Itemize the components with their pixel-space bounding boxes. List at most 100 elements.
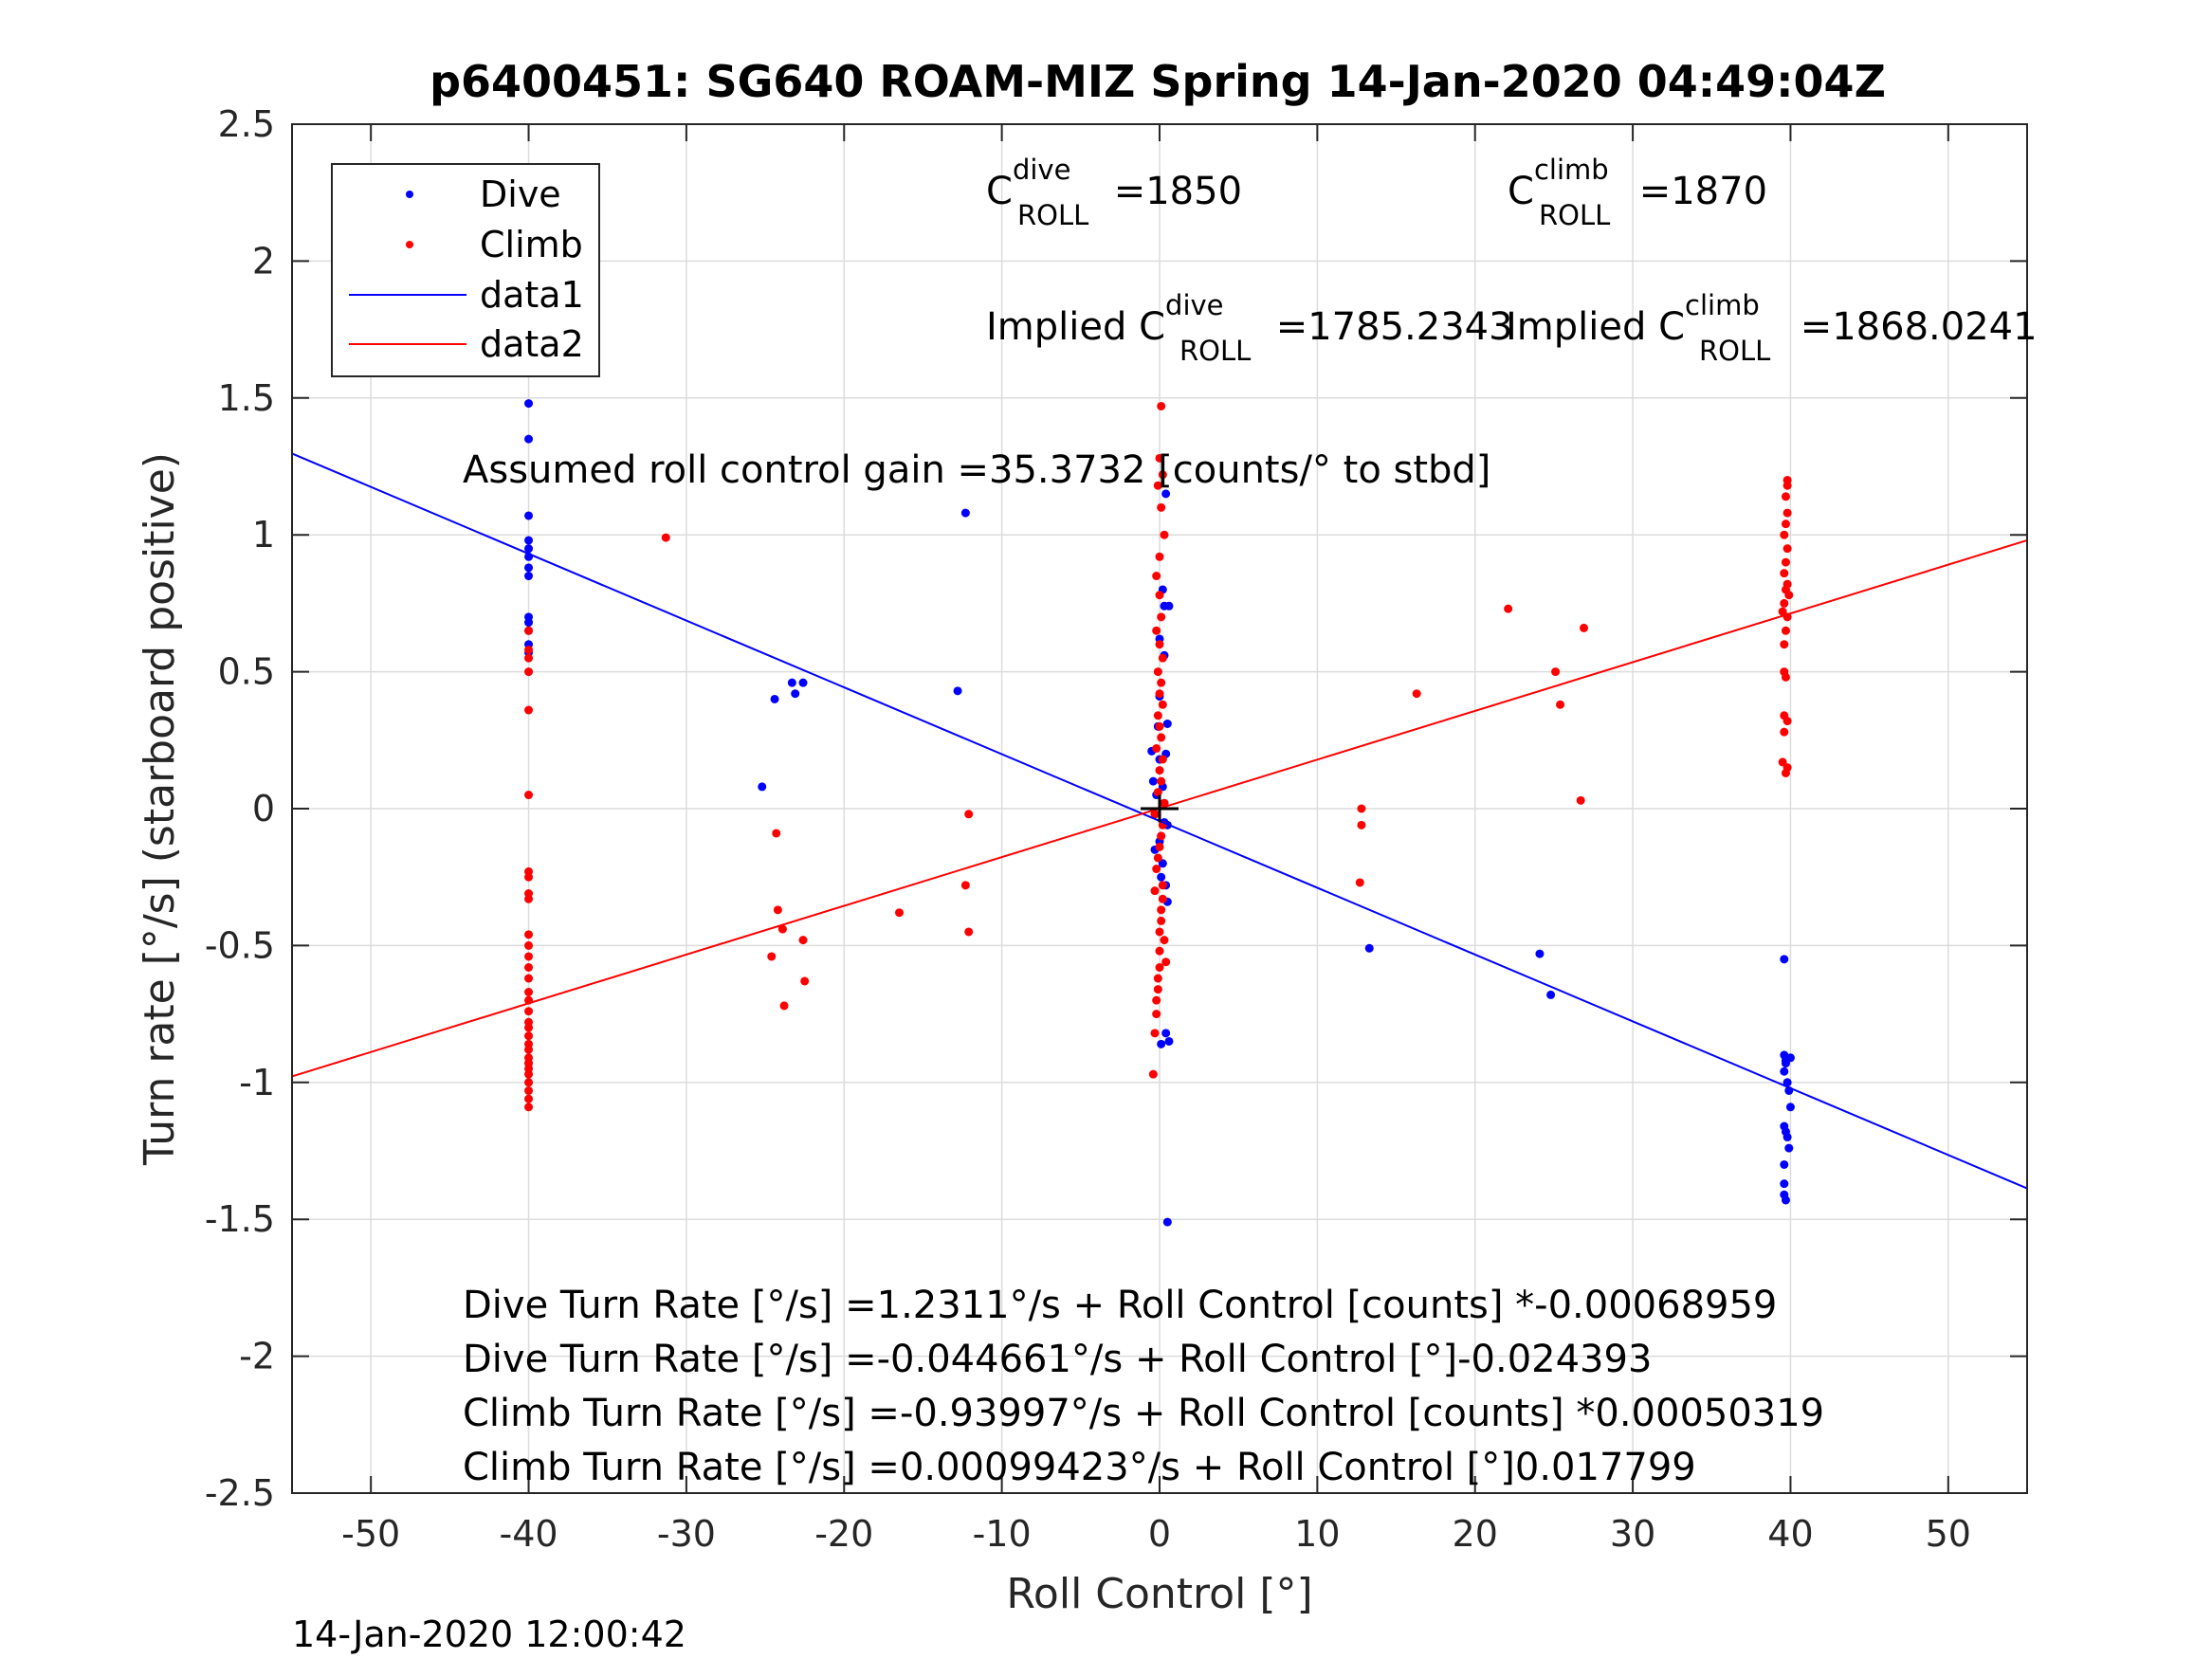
y-tick-label: 0.5 (218, 651, 275, 693)
climb-point (1158, 700, 1167, 709)
y-tick-label: -0.5 (205, 924, 275, 966)
climb-point (524, 1078, 534, 1087)
climb-point (524, 1045, 534, 1054)
x-axis-label: Roll Control [°] (1006, 1570, 1312, 1618)
climb-point (1160, 936, 1169, 945)
c-climb-annotation: Cclimb ROLL =1870 (1508, 154, 1767, 231)
dive-point (1780, 1159, 1789, 1169)
legend-box (331, 163, 600, 377)
climb-point (524, 952, 534, 961)
climb-point (524, 1069, 534, 1079)
legend: Dive Climb data1 data2 (331, 163, 600, 377)
x-tick-label: -10 (973, 1513, 1032, 1555)
climb-point (1152, 626, 1161, 635)
x-tick-label: 40 (1767, 1513, 1813, 1555)
climb-point (1155, 591, 1164, 600)
dive-point (1364, 943, 1374, 953)
x-tick-label: 20 (1453, 1513, 1498, 1555)
gain-annotation: Assumed roll control gain =35.3732 [coun… (463, 448, 1490, 492)
climb-point (1150, 1029, 1160, 1038)
climb-point (1778, 607, 1787, 616)
climb-point (1155, 552, 1164, 561)
climb-point (1158, 653, 1167, 663)
eq-climb-deg: Climb Turn Rate [°/s] =0.00099423°/s + R… (463, 1446, 1696, 1489)
c-dive-annotation: Cdive ROLL =1850 (986, 154, 1242, 231)
climb-point (1580, 623, 1589, 632)
dive-point (1784, 1143, 1794, 1153)
implied-dive-annotation: Implied Cdive ROLL =1785.2343 (986, 289, 1513, 367)
climb-point (1157, 905, 1166, 915)
dive-point (1148, 776, 1158, 786)
climb-point (1781, 626, 1790, 635)
series-layer (291, 399, 2028, 1227)
climb-point (1157, 831, 1166, 841)
climb-point (1158, 755, 1167, 764)
climb-point (524, 974, 534, 983)
climb-point (1576, 795, 1585, 805)
dive-point (1164, 601, 1174, 611)
climb-point (524, 667, 534, 677)
dive-point (524, 536, 534, 545)
climb-point (1157, 401, 1166, 410)
axis-ticks: -50 -40 -30 -20 -10 0 10 20 30 40 50 2.5 2 1.5 1 0.5 0 -0… (205, 103, 2027, 1555)
dive-point (524, 572, 534, 581)
dive-point (1161, 1029, 1171, 1038)
climb-point (524, 653, 534, 663)
series-climb (524, 401, 1794, 1112)
dive-point (1780, 1179, 1789, 1189)
dive-point (1162, 719, 1172, 728)
y-tick-label: 1.5 (218, 377, 275, 419)
legend-data1-label: data1 (480, 274, 584, 316)
climb-point (524, 791, 534, 800)
climb-point (1148, 1069, 1158, 1079)
y-tick-label: 1 (252, 514, 275, 556)
climb-point (772, 829, 781, 838)
climb-point (1155, 766, 1164, 775)
climb-point (1152, 572, 1161, 581)
climb-point (1157, 612, 1166, 622)
legend-dive-label: Dive (480, 173, 561, 215)
x-tick-label: 0 (1148, 1513, 1171, 1555)
climb-point (960, 881, 970, 890)
climb-point (773, 905, 782, 915)
climb-point (524, 1103, 534, 1112)
dive-point (524, 544, 534, 554)
climb-point (1781, 557, 1790, 567)
x-tick-label: -50 (341, 1513, 400, 1555)
climb-point (1155, 689, 1164, 699)
climb-point (800, 976, 810, 986)
climb-point (1158, 894, 1167, 903)
climb-point (524, 1007, 534, 1016)
dive-point (1780, 1066, 1789, 1076)
climb-point (1155, 927, 1164, 937)
climb-point (524, 940, 534, 950)
climb-point (1152, 1010, 1161, 1019)
dive-point (1780, 955, 1789, 964)
climb-point (964, 927, 974, 937)
climb-point (1153, 985, 1162, 994)
climb-point (1357, 804, 1366, 813)
dive-point (524, 434, 534, 444)
climb-point (1160, 530, 1169, 539)
climb-point (1355, 878, 1364, 887)
y-tick-label: -1 (239, 1062, 275, 1103)
climb-point (524, 872, 534, 882)
dive-point (1162, 1217, 1172, 1227)
climb-point (798, 936, 808, 945)
dive-point (953, 686, 962, 696)
eq-climb-counts: Climb Turn Rate [°/s] =-0.93997°/s + Rol… (463, 1392, 1824, 1435)
climb-point (1357, 820, 1366, 830)
dive-point (770, 694, 779, 703)
climb-point (1157, 678, 1166, 687)
dive-point (1164, 1036, 1174, 1046)
x-tick-label: -30 (657, 1513, 716, 1555)
climb-point (1153, 853, 1162, 863)
climb-point (524, 1031, 534, 1041)
climb-point (1153, 974, 1162, 983)
climb-point (767, 952, 777, 961)
dive-point (524, 618, 534, 628)
eq-dive-deg: Dive Turn Rate [°/s] =-0.044661°/s + Rol… (463, 1338, 1652, 1381)
climb-point (1782, 475, 1792, 484)
dive-point (1161, 489, 1171, 499)
